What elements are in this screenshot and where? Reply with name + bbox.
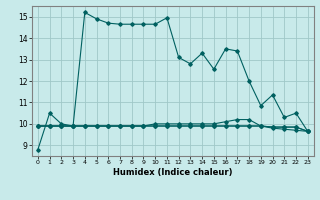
X-axis label: Humidex (Indice chaleur): Humidex (Indice chaleur)	[113, 168, 233, 177]
